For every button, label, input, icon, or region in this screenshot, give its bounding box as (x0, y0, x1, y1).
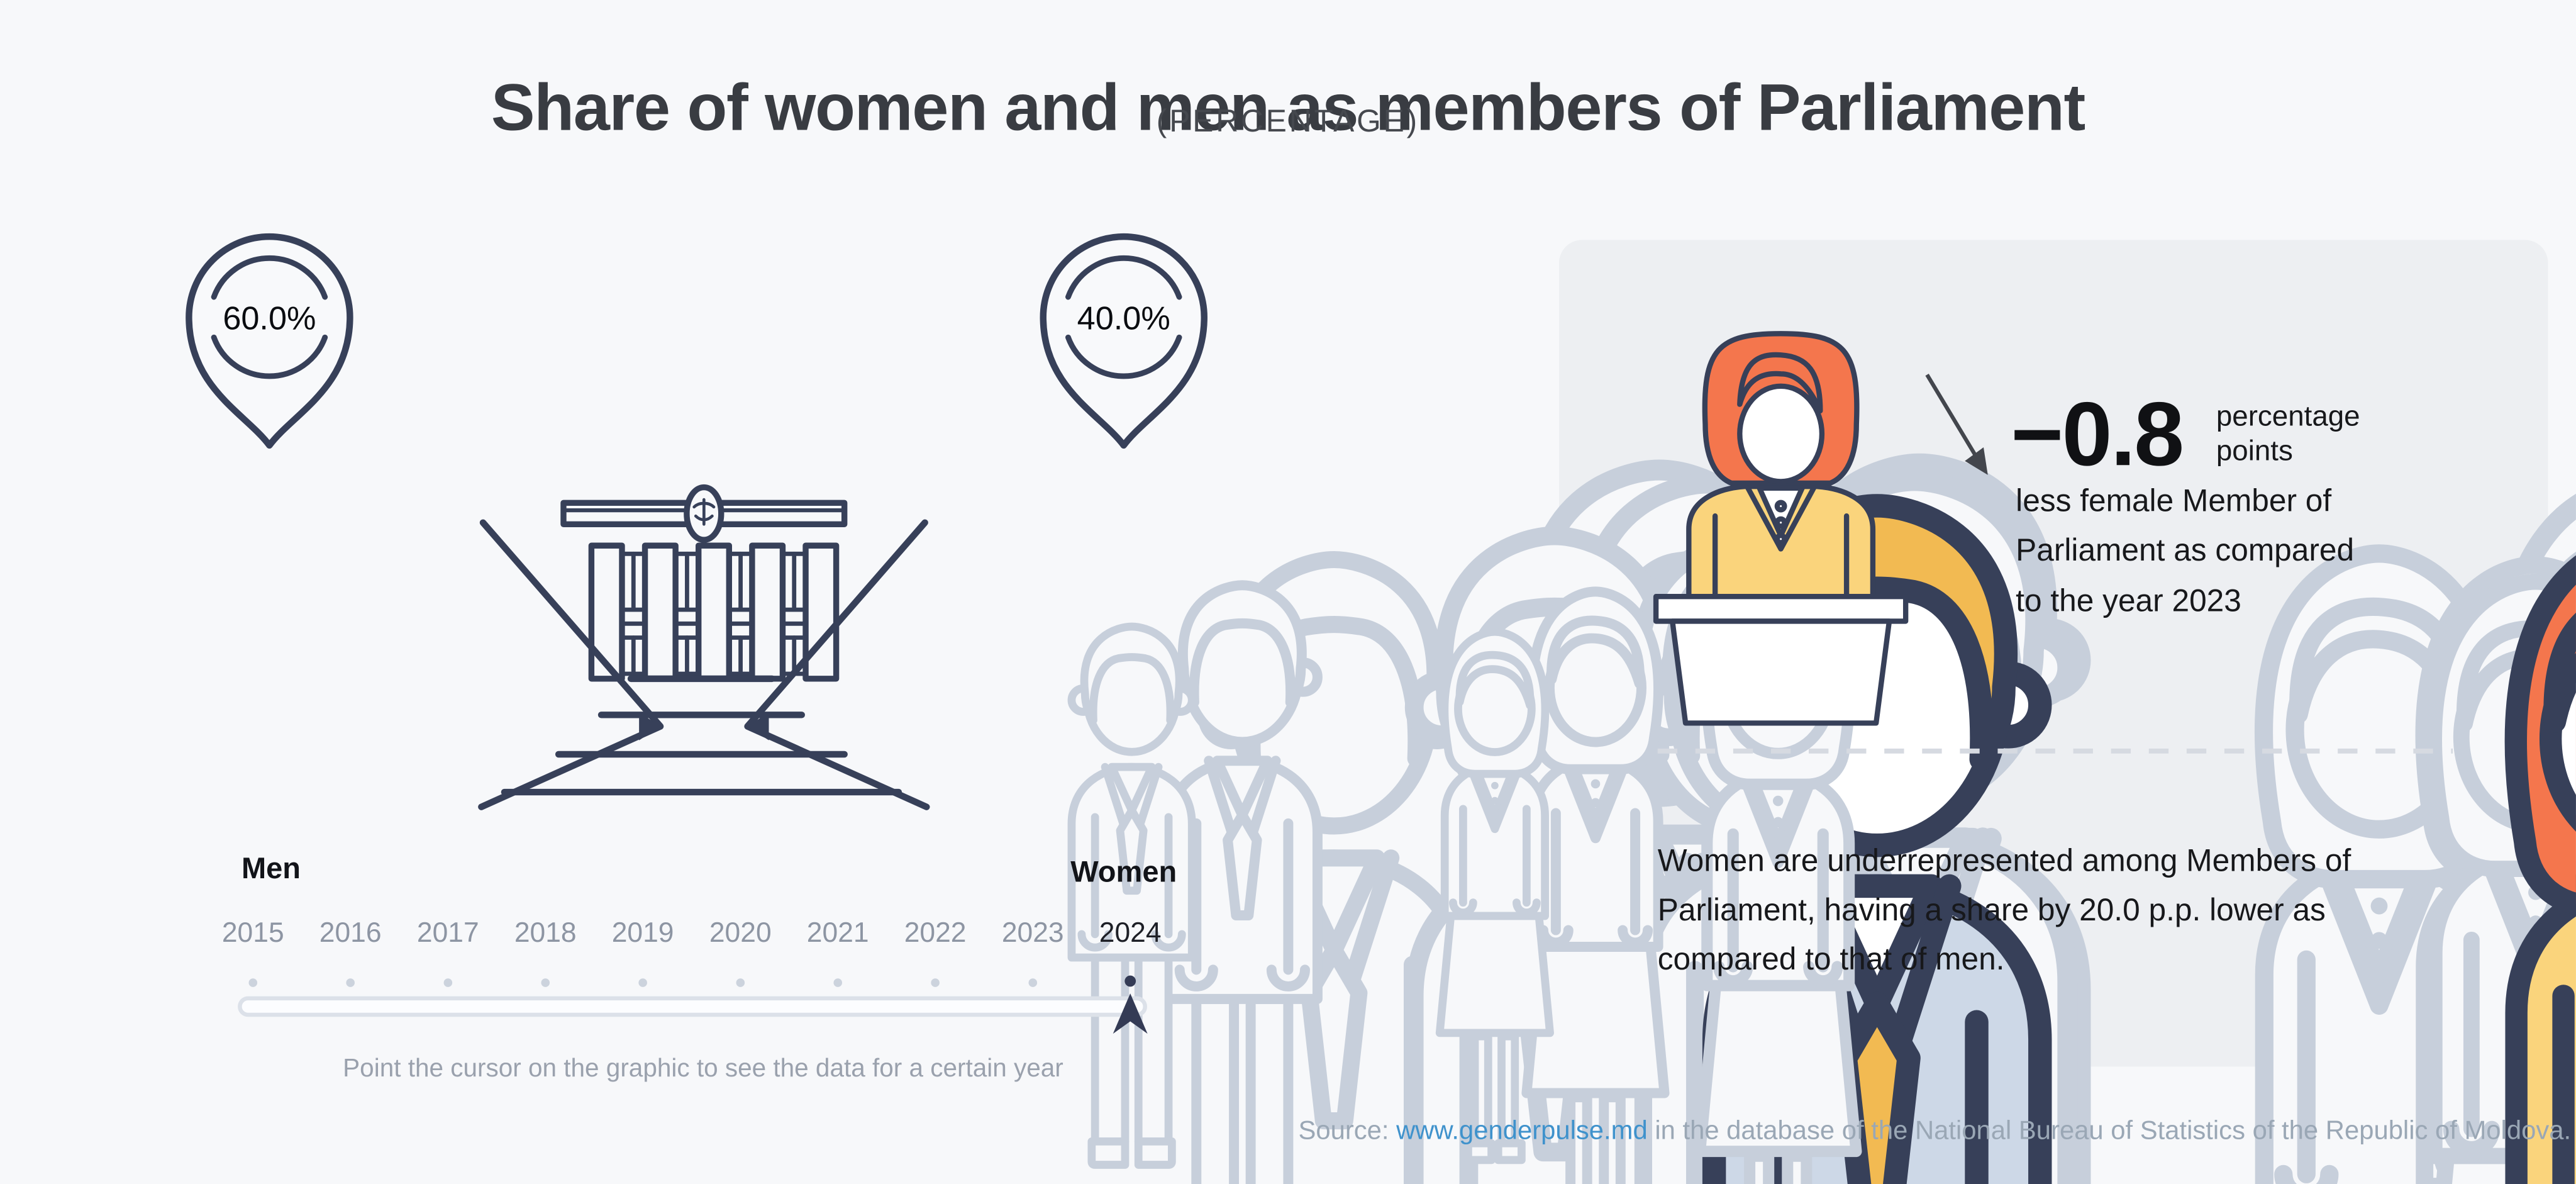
men-map-pin-icon (186, 233, 353, 449)
year-label-2021[interactable]: 2021 (806, 917, 869, 949)
year-dot-selected[interactable] (1124, 975, 1136, 987)
women-share-value: 40.0% (1077, 301, 1170, 338)
year-dot[interactable] (248, 978, 258, 987)
parliament-building-icon (478, 484, 930, 810)
slider-dots (248, 975, 1136, 987)
year-dot[interactable] (443, 978, 453, 987)
crowd-figure-woman (1440, 632, 1550, 1160)
year-label-2024-selected[interactable]: 2024 (1099, 917, 1162, 949)
year-dot[interactable] (541, 978, 550, 987)
year-label-2022[interactable]: 2022 (904, 917, 967, 949)
women-group-label: Women (1070, 855, 1177, 888)
year-label-2017[interactable]: 2017 (416, 917, 479, 949)
page-subtitle: (PERCENTAGE) (1156, 105, 1420, 140)
men-share-value: 60.0% (223, 301, 316, 338)
year-label-2018[interactable]: 2018 (514, 917, 577, 949)
card-summary: Women are underrepresented among Members… (1657, 844, 2351, 978)
year-label-2016[interactable]: 2016 (319, 917, 382, 949)
source-prefix: Source: (1298, 1117, 1397, 1146)
year-dot[interactable] (346, 978, 355, 987)
source-suffix: in the database of the National Bureau o… (1647, 1117, 2572, 1146)
slider-track[interactable] (238, 996, 1147, 1017)
building-stairs (501, 675, 902, 796)
men-group-label: Men (241, 852, 301, 885)
year-label-2019[interactable]: 2019 (611, 917, 674, 949)
delta-value: −0.8 (2011, 383, 2184, 485)
year-dot[interactable] (638, 978, 647, 987)
year-label-2023[interactable]: 2023 (1001, 917, 1064, 949)
up-arrow-cursor-icon[interactable] (1113, 993, 1148, 1034)
women-map-pin-icon (1040, 233, 1208, 449)
year-dot[interactable] (833, 978, 843, 987)
year-dot[interactable] (1028, 978, 1038, 987)
year-dot[interactable] (931, 978, 940, 987)
source-line: Source: www.genderpulse.md in the databa… (1298, 1117, 2571, 1147)
delta-description: less female Member of Parliament as comp… (2016, 484, 2355, 620)
slider-hint: Point the cursor on the graphic to see t… (343, 1055, 1063, 1083)
year-label-2020[interactable]: 2020 (709, 917, 772, 949)
year-slider (238, 975, 1148, 1034)
year-dot[interactable] (736, 978, 745, 987)
delta-unit: percentage points (2216, 399, 2360, 467)
page-title: Share of women and men as members of Par… (491, 72, 2086, 145)
source-link[interactable]: www.genderpulse.md (1396, 1117, 1648, 1146)
year-label-2015[interactable]: 2015 (221, 917, 284, 949)
